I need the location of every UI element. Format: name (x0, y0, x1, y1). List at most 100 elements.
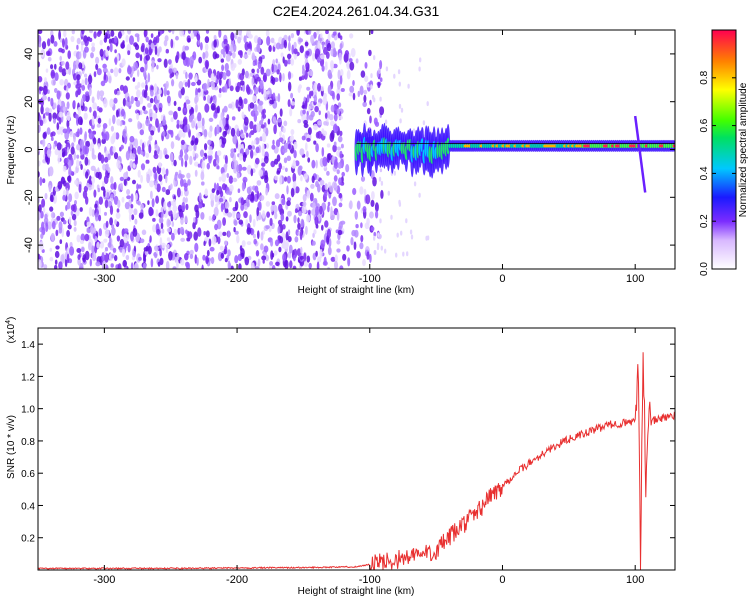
noise-speck (165, 260, 170, 269)
noise-speck (158, 107, 163, 113)
noise-speck (321, 65, 325, 72)
noise-speck (224, 163, 228, 169)
noise-speck (85, 171, 89, 179)
noise-speck (40, 210, 44, 219)
noise-speck (133, 42, 138, 47)
noise-speck (303, 119, 308, 125)
noise-speck (194, 161, 199, 167)
noise-speck (133, 61, 139, 71)
snr-panel: -300 -200 -100 0 100 0.2 0.4 0.6 0.8 1.0 1.2 1.4 H… (5, 317, 676, 597)
noise-speck (115, 109, 119, 118)
noise-speck (38, 211, 41, 221)
noise-speck (121, 58, 126, 67)
noise-speck (270, 204, 275, 212)
noise-speck (327, 153, 332, 161)
noise-speck (271, 63, 274, 73)
noise-speck (194, 242, 199, 253)
noise-speck (138, 256, 142, 261)
noise-speck (54, 88, 58, 93)
noise-speck (320, 239, 326, 249)
noise-speck (66, 85, 69, 92)
noise-speck (89, 106, 92, 113)
noise-speck (80, 151, 84, 156)
noise-speck (204, 50, 209, 59)
noise-speck (201, 117, 205, 127)
noise-speck (59, 79, 64, 86)
noise-speck (372, 176, 377, 187)
noise-speck (272, 92, 276, 100)
noise-speck (86, 221, 92, 227)
noise-speck (197, 203, 203, 209)
noise-speck (260, 124, 265, 129)
noise-speck (170, 141, 175, 150)
noise-speck (293, 214, 297, 224)
noise-speck (314, 216, 319, 226)
noise-speck (379, 96, 382, 102)
noise-speck (90, 141, 95, 150)
noise-speck (172, 67, 177, 73)
noise-speck (334, 260, 338, 269)
noise-speck (251, 262, 255, 269)
noise-speck (426, 101, 429, 107)
noise-speck (218, 87, 222, 94)
noise-speck (293, 141, 298, 150)
noise-speck (189, 155, 193, 165)
noise-speck (132, 77, 136, 82)
noise-speck (202, 52, 206, 60)
noise-speck (221, 137, 227, 145)
noise-speck (116, 119, 121, 126)
noise-speck (301, 135, 306, 141)
noise-speck (224, 240, 228, 246)
noise-speck (154, 171, 158, 182)
noise-speck (236, 81, 241, 89)
noise-speck (229, 196, 232, 203)
noise-speck (237, 36, 242, 44)
noise-speck (236, 213, 241, 219)
noise-speck (208, 146, 213, 151)
noise-speck (264, 170, 268, 181)
noise-speck (84, 77, 88, 86)
noise-speck (261, 143, 265, 153)
noise-speck (77, 257, 81, 266)
noise-speck (123, 172, 129, 180)
noise-speck (140, 174, 144, 184)
noise-speck (227, 212, 233, 218)
noise-speck (128, 118, 133, 123)
noise-speck (43, 264, 48, 269)
noise-speck (227, 230, 231, 238)
noise-speck (251, 54, 256, 61)
noise-speck (62, 194, 66, 201)
noise-speck (369, 253, 372, 263)
noise-speck (204, 59, 210, 69)
noise-speck (250, 168, 254, 177)
noise-speck (410, 234, 414, 240)
noise-speck (406, 251, 409, 257)
noise-speck (56, 104, 61, 111)
noise-speck (85, 91, 90, 97)
noise-speck (228, 175, 234, 184)
noise-speck (76, 144, 81, 151)
noise-speck (109, 217, 113, 226)
noise-speck (341, 171, 346, 177)
noise-speck (205, 30, 210, 34)
noise-speck (324, 220, 329, 228)
noise-speck (270, 160, 276, 168)
noise-speck (100, 154, 105, 164)
noise-speck (135, 100, 141, 108)
noise-speck (208, 130, 213, 138)
noise-speck (303, 173, 308, 180)
noise-speck (360, 235, 364, 243)
noise-speck (256, 180, 262, 186)
noise-speck (137, 69, 140, 77)
noise-speck (191, 113, 195, 120)
noise-speck (278, 137, 284, 143)
noise-speck (327, 33, 331, 41)
noise-speck (332, 196, 337, 207)
noise-speck (229, 85, 234, 92)
noise-speck (333, 141, 337, 146)
chart-title: C2E4.2024.261.04.34.G31 (273, 3, 440, 19)
noise-speck (150, 42, 155, 50)
noise-speck (66, 101, 70, 110)
noise-speck (50, 64, 54, 70)
